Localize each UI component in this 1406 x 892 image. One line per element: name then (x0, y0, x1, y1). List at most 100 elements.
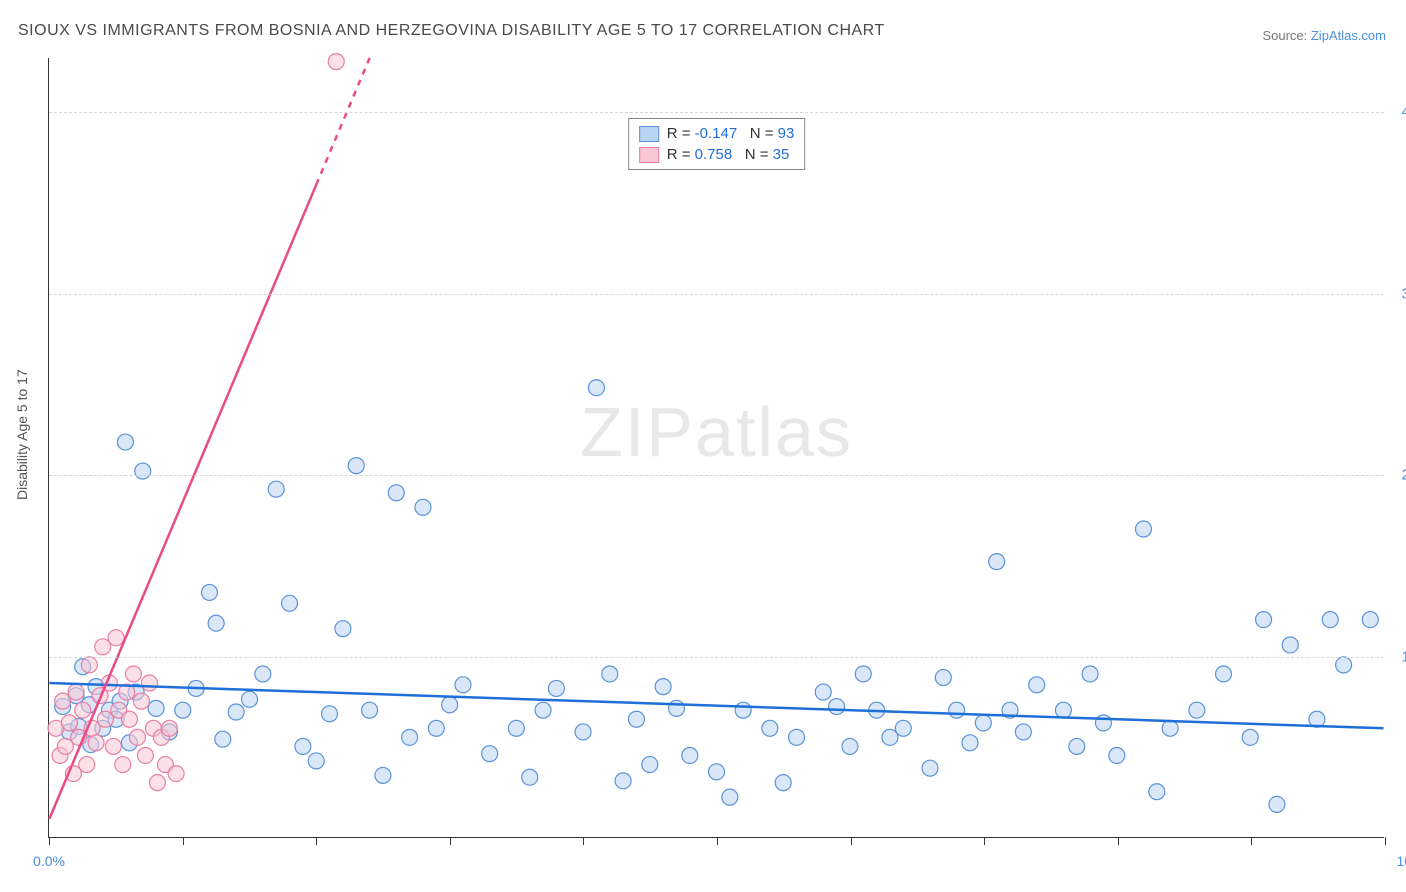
data-point (108, 711, 124, 727)
data-point (117, 434, 133, 450)
data-point (829, 699, 845, 715)
data-point (121, 711, 137, 727)
data-point (1256, 612, 1272, 628)
data-point (141, 675, 157, 691)
xtick (583, 837, 584, 845)
data-point (52, 747, 68, 763)
data-point (655, 679, 671, 695)
data-point (81, 657, 97, 673)
data-point (75, 659, 91, 675)
data-point (128, 684, 144, 700)
data-point (735, 702, 751, 718)
data-point (975, 715, 991, 731)
data-point (455, 677, 471, 693)
data-point (83, 737, 99, 753)
data-point (1216, 666, 1232, 682)
data-point (588, 380, 604, 396)
data-point (268, 481, 284, 497)
legend-r: R = 0.758 N = 35 (667, 146, 790, 163)
data-point (1309, 711, 1325, 727)
source-credit: Source: ZipAtlas.com (1262, 28, 1386, 43)
ytick-label: 40.0% (1401, 104, 1406, 121)
data-point (48, 720, 64, 736)
data-point (775, 775, 791, 791)
data-point (1282, 637, 1298, 653)
y-axis-label: Disability Age 5 to 17 (14, 369, 30, 500)
data-point (242, 691, 258, 707)
gridline-h (49, 112, 1384, 113)
data-point (79, 757, 95, 773)
data-point (668, 700, 684, 716)
data-point (153, 729, 169, 745)
data-point (762, 720, 778, 736)
data-point (895, 720, 911, 736)
data-point (362, 702, 378, 718)
source-link[interactable]: ZipAtlas.com (1311, 28, 1386, 43)
data-point (869, 702, 885, 718)
data-point (119, 684, 135, 700)
data-point (348, 458, 364, 474)
data-point (1109, 747, 1125, 763)
data-point (157, 757, 173, 773)
data-point (115, 757, 131, 773)
data-point (1149, 784, 1165, 800)
data-point (308, 753, 324, 769)
data-point (1322, 612, 1338, 628)
data-point (57, 738, 73, 754)
data-point (328, 54, 344, 70)
data-point (135, 463, 151, 479)
data-point (615, 773, 631, 789)
gridline-h (49, 294, 1384, 295)
data-point (508, 720, 524, 736)
data-point (1015, 724, 1031, 740)
data-point (111, 702, 127, 718)
data-point (68, 684, 84, 700)
xtick (183, 837, 184, 845)
data-point (65, 766, 81, 782)
data-point (722, 789, 738, 805)
data-point (1336, 657, 1352, 673)
data-point (125, 666, 141, 682)
chart-frame: SIOUX VS IMMIGRANTS FROM BOSNIA AND HERZ… (0, 0, 1406, 892)
data-point (95, 639, 111, 655)
data-point (442, 697, 458, 713)
data-point (88, 679, 104, 695)
data-point (682, 747, 698, 763)
data-point (168, 766, 184, 782)
data-point (188, 680, 204, 696)
data-point (335, 621, 351, 637)
data-point (61, 715, 77, 731)
data-point (1362, 612, 1378, 628)
data-point (535, 702, 551, 718)
data-point (428, 720, 444, 736)
data-point (137, 747, 153, 763)
data-point (121, 735, 137, 751)
data-point (255, 666, 271, 682)
xtick (1251, 837, 1252, 845)
legend-swatch (639, 147, 659, 163)
data-point (415, 499, 431, 515)
data-point (882, 729, 898, 745)
data-point (92, 688, 108, 704)
data-point (112, 693, 128, 709)
data-point (88, 735, 104, 751)
gridline-h (49, 475, 1384, 476)
data-point (815, 684, 831, 700)
xtick (984, 837, 985, 845)
data-point (642, 757, 658, 773)
xtick (316, 837, 317, 845)
data-point (61, 724, 77, 740)
data-point (208, 615, 224, 631)
data-point (1135, 521, 1151, 537)
data-point (101, 702, 117, 718)
ytick-label: 30.0% (1401, 285, 1406, 302)
legend-stats: R = -0.147 N = 93R = 0.758 N = 35 (628, 118, 806, 170)
data-point (282, 595, 298, 611)
data-point (1002, 702, 1018, 718)
data-point (108, 630, 124, 646)
data-point (105, 738, 121, 754)
data-point (175, 702, 191, 718)
data-point (228, 704, 244, 720)
data-point (962, 735, 978, 751)
chart-title: SIOUX VS IMMIGRANTS FROM BOSNIA AND HERZ… (18, 22, 885, 40)
